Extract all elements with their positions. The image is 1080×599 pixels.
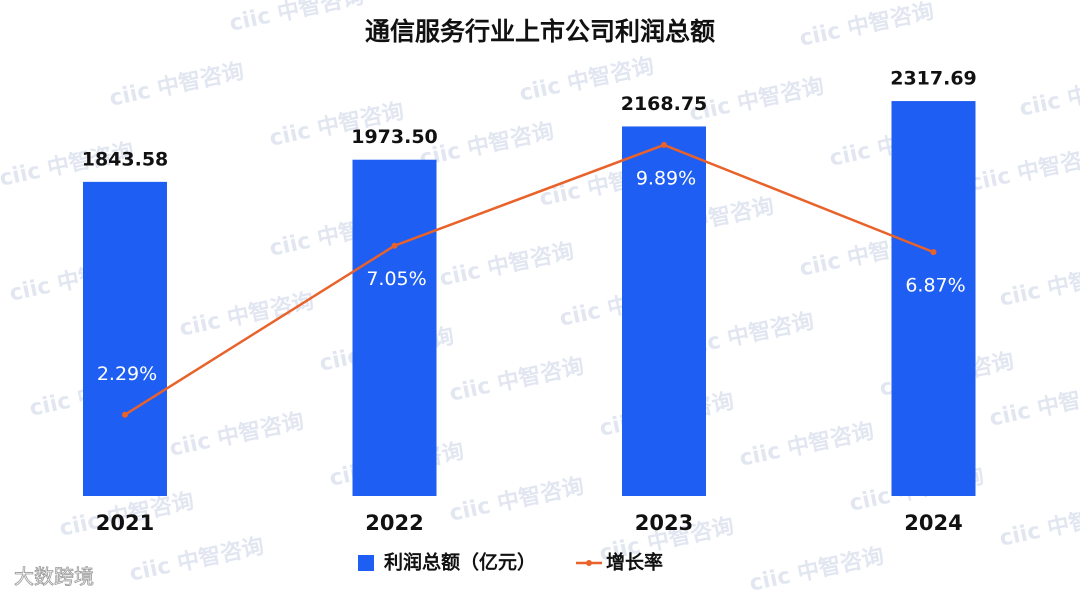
watermark: ciic 中智咨询 — [797, 0, 936, 52]
x-tick-label: 2022 — [365, 511, 423, 535]
source-logo: 大数跨境 — [14, 565, 94, 589]
watermark: ciic 中智咨询 — [687, 73, 826, 127]
x-tick-label: 2023 — [635, 511, 693, 535]
line-point — [122, 411, 128, 418]
watermark: ciic 中智咨询 — [167, 408, 306, 462]
watermark: ciic 中智咨询 — [417, 118, 556, 172]
watermark: ciic 中智咨询 — [987, 378, 1080, 432]
watermark: ciic 中智咨询 — [177, 288, 316, 342]
watermark: ciic 中智咨询 — [127, 533, 266, 587]
watermark: ciic 中智咨询 — [447, 353, 586, 407]
line-value-label: 2.29% — [97, 363, 157, 385]
bar — [83, 181, 167, 496]
chart-title: 通信服务行业上市公司利润总额 — [365, 17, 715, 46]
line-point — [930, 249, 937, 256]
watermark: ciic 中智咨询 — [447, 473, 586, 527]
watermark: ciic 中智咨询 — [437, 238, 576, 292]
line-point — [391, 242, 398, 249]
watermark: ciic 中智咨询 — [107, 58, 246, 112]
watermark: ciic 中智咨询 — [1017, 68, 1080, 122]
bar-value-label: 2317.69 — [890, 68, 977, 90]
line-value-label: 9.89% — [636, 167, 696, 189]
legend-label: 增长率 — [606, 551, 663, 574]
legend-swatch — [586, 560, 592, 566]
bar — [352, 159, 437, 496]
line — [124, 143, 934, 416]
bar-value-label: 1973.50 — [351, 126, 438, 148]
x-tick-label: 2024 — [904, 511, 962, 535]
bar-value-label: 2168.75 — [621, 93, 708, 115]
watermark: ciic 中智咨询 — [997, 498, 1080, 552]
bar — [891, 101, 976, 497]
watermark: ciic 中智咨询 — [747, 543, 886, 597]
watermark: ciic 中智咨询 — [737, 418, 876, 472]
line-value-label: 6.87% — [905, 275, 965, 297]
watermark: ciic 中智咨询 — [227, 0, 366, 37]
legend-swatch — [358, 555, 374, 571]
watermark: ciic 中智咨询 — [967, 143, 1080, 197]
line-value-label: 7.05% — [366, 268, 426, 290]
legend-label: 利润总额（亿元） — [384, 551, 536, 574]
bar-value-label: 1843.58 — [82, 148, 169, 170]
line-point — [661, 141, 667, 148]
x-tick-label: 2021 — [96, 511, 154, 535]
bar — [622, 126, 706, 496]
watermark: ciic 中智咨询 — [997, 258, 1080, 312]
